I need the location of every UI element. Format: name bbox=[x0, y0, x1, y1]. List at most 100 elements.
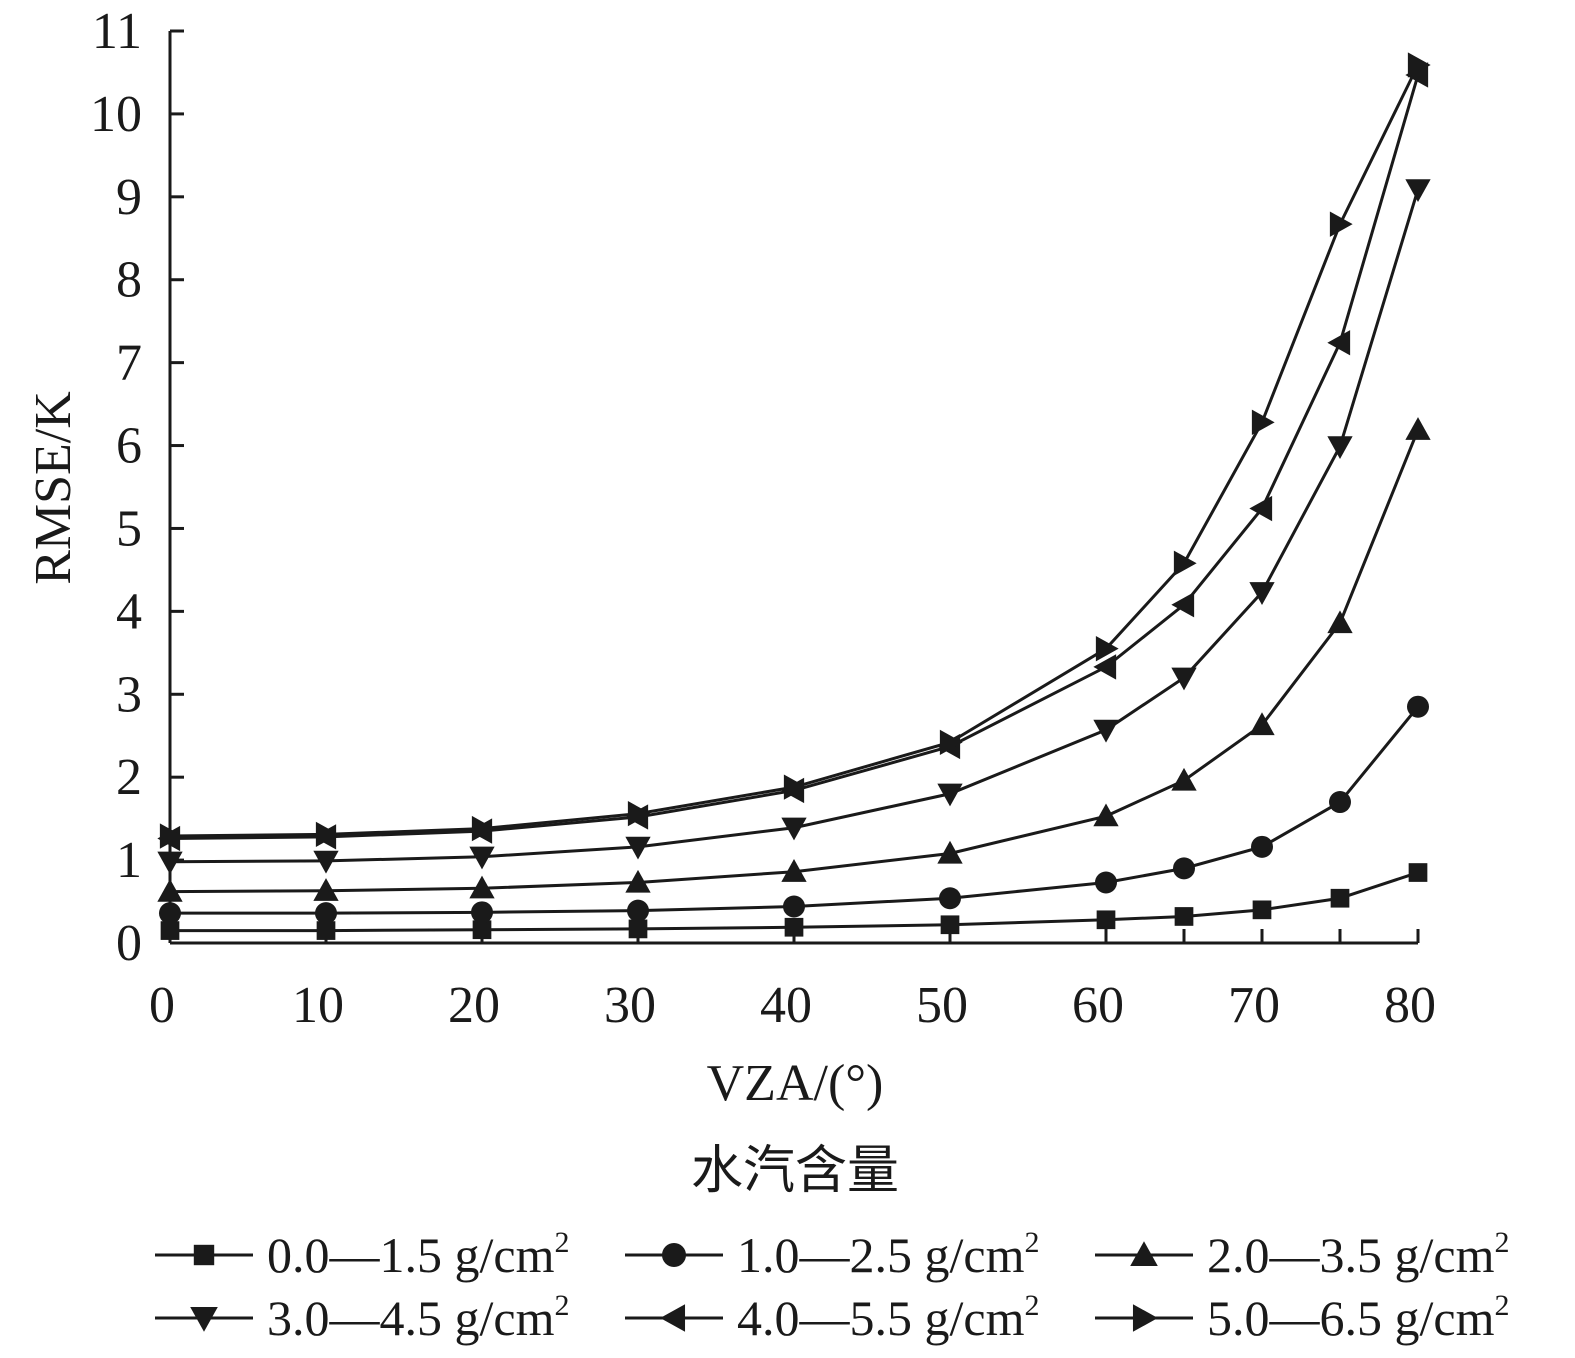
series-4 bbox=[157, 179, 1431, 875]
legend-title: 水汽含量 bbox=[691, 1143, 899, 1200]
legend-label-superscript: 2 bbox=[1494, 1289, 1509, 1322]
data-point-circle bbox=[939, 887, 961, 910]
data-point-triangle-up bbox=[1327, 610, 1353, 634]
data-point-square bbox=[316, 921, 336, 940]
data-point-triangle-right bbox=[783, 774, 807, 800]
data-point-square bbox=[784, 917, 804, 937]
data-point-triangle-down bbox=[625, 836, 651, 860]
x-tick-label: 60 bbox=[1072, 977, 1124, 1034]
data-point-circle bbox=[1173, 857, 1195, 880]
data-point-triangle-down bbox=[1093, 719, 1119, 743]
y-tick-label: 9 bbox=[116, 169, 142, 226]
data-point-circle bbox=[1095, 871, 1117, 894]
legend-label-superscript: 2 bbox=[554, 1226, 569, 1259]
series-line bbox=[170, 705, 1420, 915]
legend-marker-circle bbox=[662, 1243, 686, 1267]
data-point-triangle-right bbox=[939, 729, 963, 756]
legend-label-text: 3.0—4.5 g/cm bbox=[267, 1290, 555, 1346]
y-tick-label: 11 bbox=[92, 3, 142, 60]
x-axis-title: VZA/(°) bbox=[707, 1055, 884, 1112]
legend-label: 0.0—1.5 g/cm2 bbox=[267, 1226, 569, 1283]
y-tick-label: 3 bbox=[116, 666, 142, 723]
legend-item: 0.0—1.5 g/cm2 bbox=[155, 1226, 569, 1283]
legend-item: 2.0—3.5 g/cm2 bbox=[1095, 1226, 1509, 1283]
legend-marker-triangle-down bbox=[190, 1306, 218, 1332]
data-point-triangle-left bbox=[1093, 654, 1117, 680]
data-point-triangle-up bbox=[469, 875, 495, 899]
y-tick-label: 2 bbox=[116, 749, 142, 806]
series-3 bbox=[157, 417, 1431, 902]
data-point-triangle-up bbox=[1405, 417, 1431, 440]
legend-label: 3.0—4.5 g/cm2 bbox=[267, 1289, 569, 1346]
y-tick-label: 10 bbox=[90, 86, 142, 143]
series-line bbox=[169, 74, 1420, 841]
data-point-square bbox=[1252, 900, 1272, 920]
data-point-triangle-right bbox=[1329, 211, 1353, 237]
data-point-triangle-down bbox=[1327, 436, 1353, 460]
data-point-triangle-down bbox=[1171, 667, 1197, 691]
legend: 0.0—1.5 g/cm2 1.0—2.5 g/cm2 2.0—3.5 g/cm23… bbox=[155, 1226, 1509, 1346]
data-point-triangle-right bbox=[471, 815, 495, 842]
data-point-triangle-right bbox=[1251, 409, 1275, 435]
data-point-square bbox=[628, 919, 648, 939]
series-line bbox=[169, 188, 1420, 864]
series-1 bbox=[160, 863, 1428, 940]
data-point-triangle-left bbox=[1249, 495, 1273, 522]
legend-label-text: 0.0—1.5 g/cm bbox=[267, 1227, 555, 1283]
legend-item: 4.0—5.5 g/cm2 bbox=[625, 1289, 1039, 1346]
legend-label-text: 2.0—3.5 g/cm bbox=[1207, 1227, 1495, 1283]
data-point-triangle-right bbox=[1095, 636, 1119, 662]
series-layer bbox=[157, 52, 1431, 940]
data-point-triangle-down bbox=[157, 851, 183, 875]
legend-label-superscript: 2 bbox=[1024, 1226, 1039, 1259]
data-point-triangle-down bbox=[937, 783, 963, 807]
legend-marker-triangle-up bbox=[1130, 1241, 1158, 1267]
y-tick-label: 0 bbox=[116, 915, 142, 972]
legend-label-text: 1.0—2.5 g/cm bbox=[737, 1227, 1025, 1283]
data-point-triangle-up bbox=[313, 878, 339, 901]
legend-label: 5.0—6.5 g/cm2 bbox=[1207, 1289, 1509, 1346]
legend-label-superscript: 2 bbox=[554, 1289, 569, 1322]
legend-label-superscript: 2 bbox=[1024, 1289, 1039, 1322]
data-point-square bbox=[1174, 907, 1194, 926]
x-tick-label: 50 bbox=[916, 977, 968, 1034]
series-6 bbox=[159, 52, 1431, 849]
legend-marker-square bbox=[193, 1244, 215, 1266]
y-tick-label: 5 bbox=[116, 500, 142, 557]
legend-label-text: 5.0—6.5 g/cm bbox=[1207, 1290, 1495, 1346]
y-tick-label: 1 bbox=[116, 832, 142, 889]
data-point-circle bbox=[783, 895, 805, 918]
series-5 bbox=[157, 62, 1429, 852]
data-point-triangle-down bbox=[781, 817, 807, 841]
data-point-circle bbox=[471, 901, 493, 924]
data-point-square bbox=[940, 915, 960, 935]
x-tick-label: 30 bbox=[604, 977, 656, 1034]
legend-label: 1.0—2.5 g/cm2 bbox=[737, 1226, 1039, 1283]
data-point-triangle-down bbox=[469, 846, 495, 870]
legend-label-text: 4.0—5.5 g/cm bbox=[737, 1290, 1025, 1346]
series-line bbox=[169, 64, 1420, 838]
data-point-triangle-right bbox=[159, 823, 183, 849]
data-point-square bbox=[1408, 863, 1428, 882]
axes: 0 1 2 3 4 5 6 7 8 9 10 11 0 10 20 30 40 50 60 70 80 bbox=[90, 3, 1436, 1034]
data-point-triangle-left bbox=[1327, 330, 1351, 356]
legend-item: 5.0—6.5 g/cm2 bbox=[1095, 1289, 1509, 1346]
data-point-triangle-up bbox=[1093, 803, 1119, 827]
x-tick-label: 40 bbox=[760, 977, 812, 1034]
legend-label: 4.0—5.5 g/cm2 bbox=[737, 1289, 1039, 1346]
data-point-circle bbox=[627, 899, 649, 922]
legend-item: 1.0—2.5 g/cm2 bbox=[625, 1226, 1039, 1283]
series-2 bbox=[159, 695, 1429, 925]
data-point-triangle-up bbox=[157, 878, 183, 902]
data-point-circle bbox=[159, 902, 181, 925]
data-point-circle bbox=[1329, 791, 1351, 814]
data-point-square bbox=[472, 920, 492, 940]
data-point-triangle-down bbox=[1405, 179, 1431, 203]
legend-label: 2.0—3.5 g/cm2 bbox=[1207, 1226, 1509, 1283]
y-tick-label: 8 bbox=[116, 252, 142, 309]
legend-marker-triangle-right bbox=[1132, 1304, 1158, 1332]
data-point-triangle-up bbox=[1249, 712, 1275, 736]
data-point-triangle-up bbox=[625, 869, 651, 893]
data-point-triangle-up bbox=[781, 859, 807, 882]
